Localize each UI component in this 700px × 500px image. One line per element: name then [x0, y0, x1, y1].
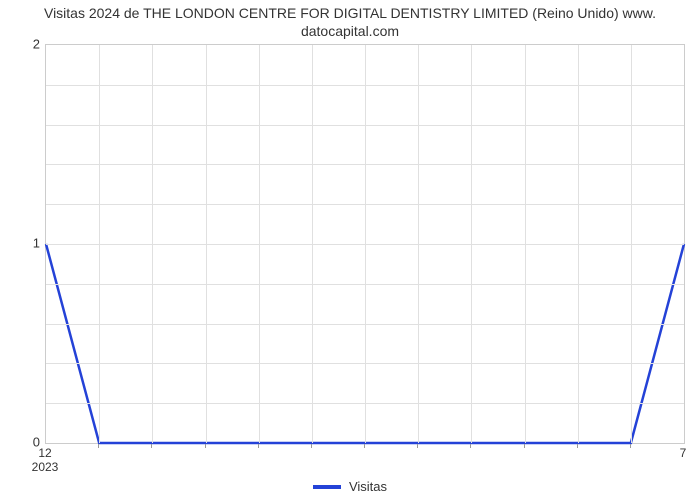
gridline-v [152, 45, 153, 443]
x-minor-tick [577, 444, 578, 448]
x-tick-first: 12 [32, 446, 59, 460]
x-minor-tick [630, 444, 631, 448]
x-minor-tick [417, 444, 418, 448]
gridline-v [206, 45, 207, 443]
chart-container: Visitas 2024 de THE LONDON CENTRE FOR DI… [0, 0, 700, 500]
x-minor-tick [311, 444, 312, 448]
chart-title-line1: Visitas 2024 de THE LONDON CENTRE FOR DI… [44, 5, 656, 21]
y-tick-label: 1 [10, 236, 40, 251]
gridline-v [631, 45, 632, 443]
gridline-v [578, 45, 579, 443]
x-tick-label: 7 [680, 446, 687, 460]
x-tick-label: 122023 [32, 446, 59, 474]
x-minor-tick [470, 444, 471, 448]
gridline-v [99, 45, 100, 443]
gridline-v [312, 45, 313, 443]
legend-swatch [313, 485, 341, 489]
x-minor-tick [524, 444, 525, 448]
gridline-v [471, 45, 472, 443]
x-minor-tick [151, 444, 152, 448]
x-minor-tick [98, 444, 99, 448]
gridline-v [259, 45, 260, 443]
gridline-v [365, 45, 366, 443]
legend-label: Visitas [349, 479, 387, 494]
chart-title-line2: datocapital.com [301, 23, 399, 39]
chart-title: Visitas 2024 de THE LONDON CENTRE FOR DI… [0, 4, 700, 40]
gridline-v [525, 45, 526, 443]
x-minor-tick [258, 444, 259, 448]
y-tick-label: 2 [10, 37, 40, 52]
legend: Visitas [0, 478, 700, 494]
plot-area [45, 44, 685, 444]
x-tick-first-sub: 2023 [32, 460, 59, 474]
x-minor-tick [364, 444, 365, 448]
gridline-v [418, 45, 419, 443]
x-minor-tick [205, 444, 206, 448]
